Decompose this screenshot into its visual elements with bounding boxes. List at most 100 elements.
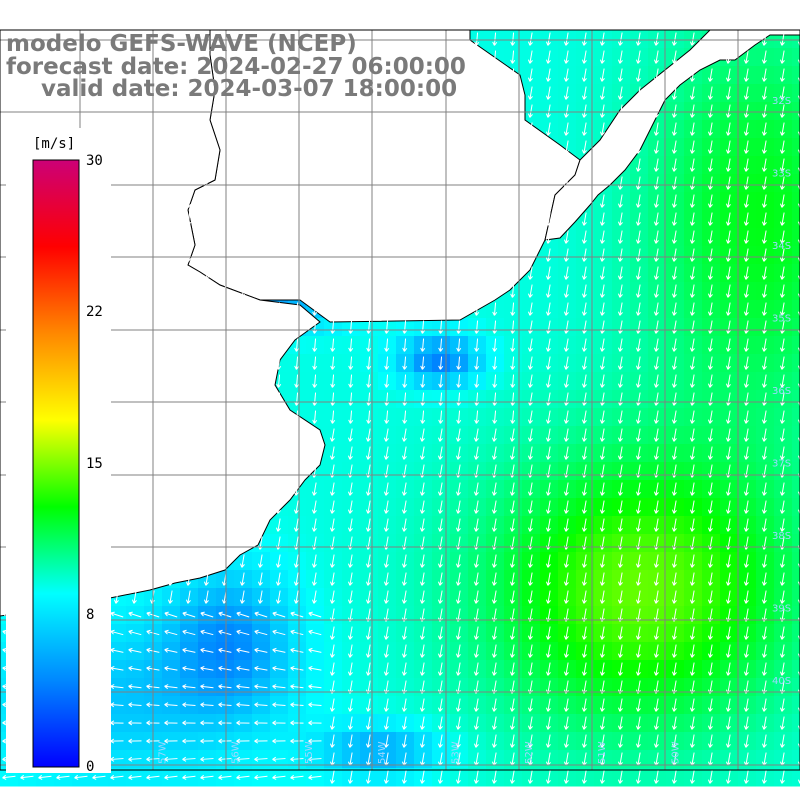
wind-arrow	[203, 482, 209, 496]
wind-arrow	[743, 374, 749, 388]
wind-arrow	[276, 338, 282, 352]
speed-cell	[792, 372, 800, 391]
wind-arrow	[347, 446, 353, 460]
wind-arrow	[617, 626, 623, 640]
wind-arrow	[671, 266, 677, 280]
wind-arrow	[653, 32, 659, 46]
wind-arrow	[689, 104, 695, 118]
wind-arrow	[329, 716, 335, 730]
wind-arrow	[671, 626, 677, 640]
wind-arrow	[312, 374, 318, 388]
wind-arrow	[200, 684, 214, 690]
wind-arrow	[167, 482, 173, 496]
wind-arrow	[236, 720, 250, 726]
wind-arrow	[114, 284, 120, 298]
wind-arrow	[167, 572, 173, 586]
wind-arrow	[366, 356, 372, 370]
wind-arrow	[563, 230, 569, 244]
wind-arrow	[204, 32, 210, 46]
wind-arrow	[402, 284, 408, 298]
wind-arrow	[545, 428, 551, 442]
wind-arrow	[347, 770, 353, 784]
wind-arrow	[455, 770, 461, 784]
wind-arrow	[653, 662, 659, 676]
wind-arrow	[545, 338, 551, 352]
wind-arrow	[204, 176, 210, 190]
wind-arrow	[456, 122, 462, 136]
wind-arrow	[60, 68, 66, 82]
wind-arrow	[689, 446, 695, 460]
wind-arrow	[635, 482, 641, 496]
wind-arrow	[545, 572, 551, 586]
wind-arrow	[563, 176, 569, 190]
wind-arrow	[236, 738, 250, 744]
wind-arrow	[308, 647, 322, 653]
wind-arrow	[510, 356, 516, 370]
wind-arrow	[420, 86, 426, 100]
wind-arrow	[347, 554, 353, 568]
wind-arrow	[671, 122, 677, 136]
wind-arrow	[186, 248, 192, 262]
wind-arrow	[725, 590, 731, 604]
wind-arrow	[365, 428, 371, 442]
wind-arrow	[527, 140, 533, 154]
wind-arrow	[599, 698, 605, 712]
wind-arrow	[204, 122, 210, 136]
wind-arrow	[743, 176, 749, 190]
speed-cell	[792, 516, 800, 535]
wind-arrow	[272, 611, 286, 618]
wind-arrow	[510, 50, 516, 64]
wind-arrow	[438, 338, 444, 352]
wind-arrow	[366, 374, 372, 388]
wind-arrow	[312, 194, 318, 208]
wind-arrow	[293, 428, 299, 442]
wind-arrow	[761, 518, 767, 532]
wind-arrow	[671, 86, 677, 100]
wind-arrow	[635, 212, 641, 226]
wind-arrow	[311, 590, 317, 604]
wind-arrow	[617, 518, 623, 532]
wind-arrow	[635, 518, 641, 532]
speed-cell	[792, 570, 800, 589]
wind-arrow	[581, 284, 587, 298]
wind-arrow	[437, 500, 443, 514]
wind-arrow	[113, 590, 119, 604]
wind-arrow	[474, 68, 480, 82]
wind-arrow	[509, 428, 515, 442]
wind-arrow	[168, 104, 174, 118]
wind-arrow	[438, 104, 444, 118]
wind-arrow	[293, 446, 299, 460]
wind-arrow	[617, 284, 623, 298]
wind-arrow	[110, 647, 124, 653]
wind-arrow	[455, 590, 461, 604]
wind-arrow	[60, 104, 66, 118]
wind-arrow	[110, 738, 124, 744]
wind-arrow	[599, 374, 605, 388]
wind-arrow	[402, 86, 408, 100]
wind-arrow	[725, 32, 731, 46]
wind-arrow	[743, 428, 749, 442]
wind-arrow	[164, 665, 178, 671]
wind-arrow	[473, 644, 479, 658]
wind-arrow	[272, 720, 286, 726]
wind-arrow	[779, 644, 785, 658]
wind-arrow	[527, 356, 533, 370]
wind-arrow	[113, 554, 119, 568]
latitude-labels: 32S 33S 34S 35S 36S 37S 38S 39S 40S	[772, 96, 791, 687]
wind-arrow	[689, 590, 695, 604]
wind-arrow	[419, 662, 425, 676]
wind-arrow	[455, 662, 461, 676]
wind-arrow	[347, 500, 353, 514]
wind-arrow	[599, 554, 605, 568]
wind-arrow	[545, 518, 551, 532]
wind-arrow	[438, 284, 444, 298]
wind-arrow	[294, 50, 300, 64]
wind-arrow	[348, 104, 354, 118]
wind-arrow	[743, 50, 749, 64]
wind-arrow	[239, 428, 245, 442]
wind-arrow	[527, 716, 533, 730]
wind-arrow	[257, 428, 263, 442]
wind-arrow	[455, 644, 461, 658]
colorbar: [m/s] 30 22 15 8 0	[6, 128, 111, 775]
wind-arrow	[492, 32, 498, 46]
